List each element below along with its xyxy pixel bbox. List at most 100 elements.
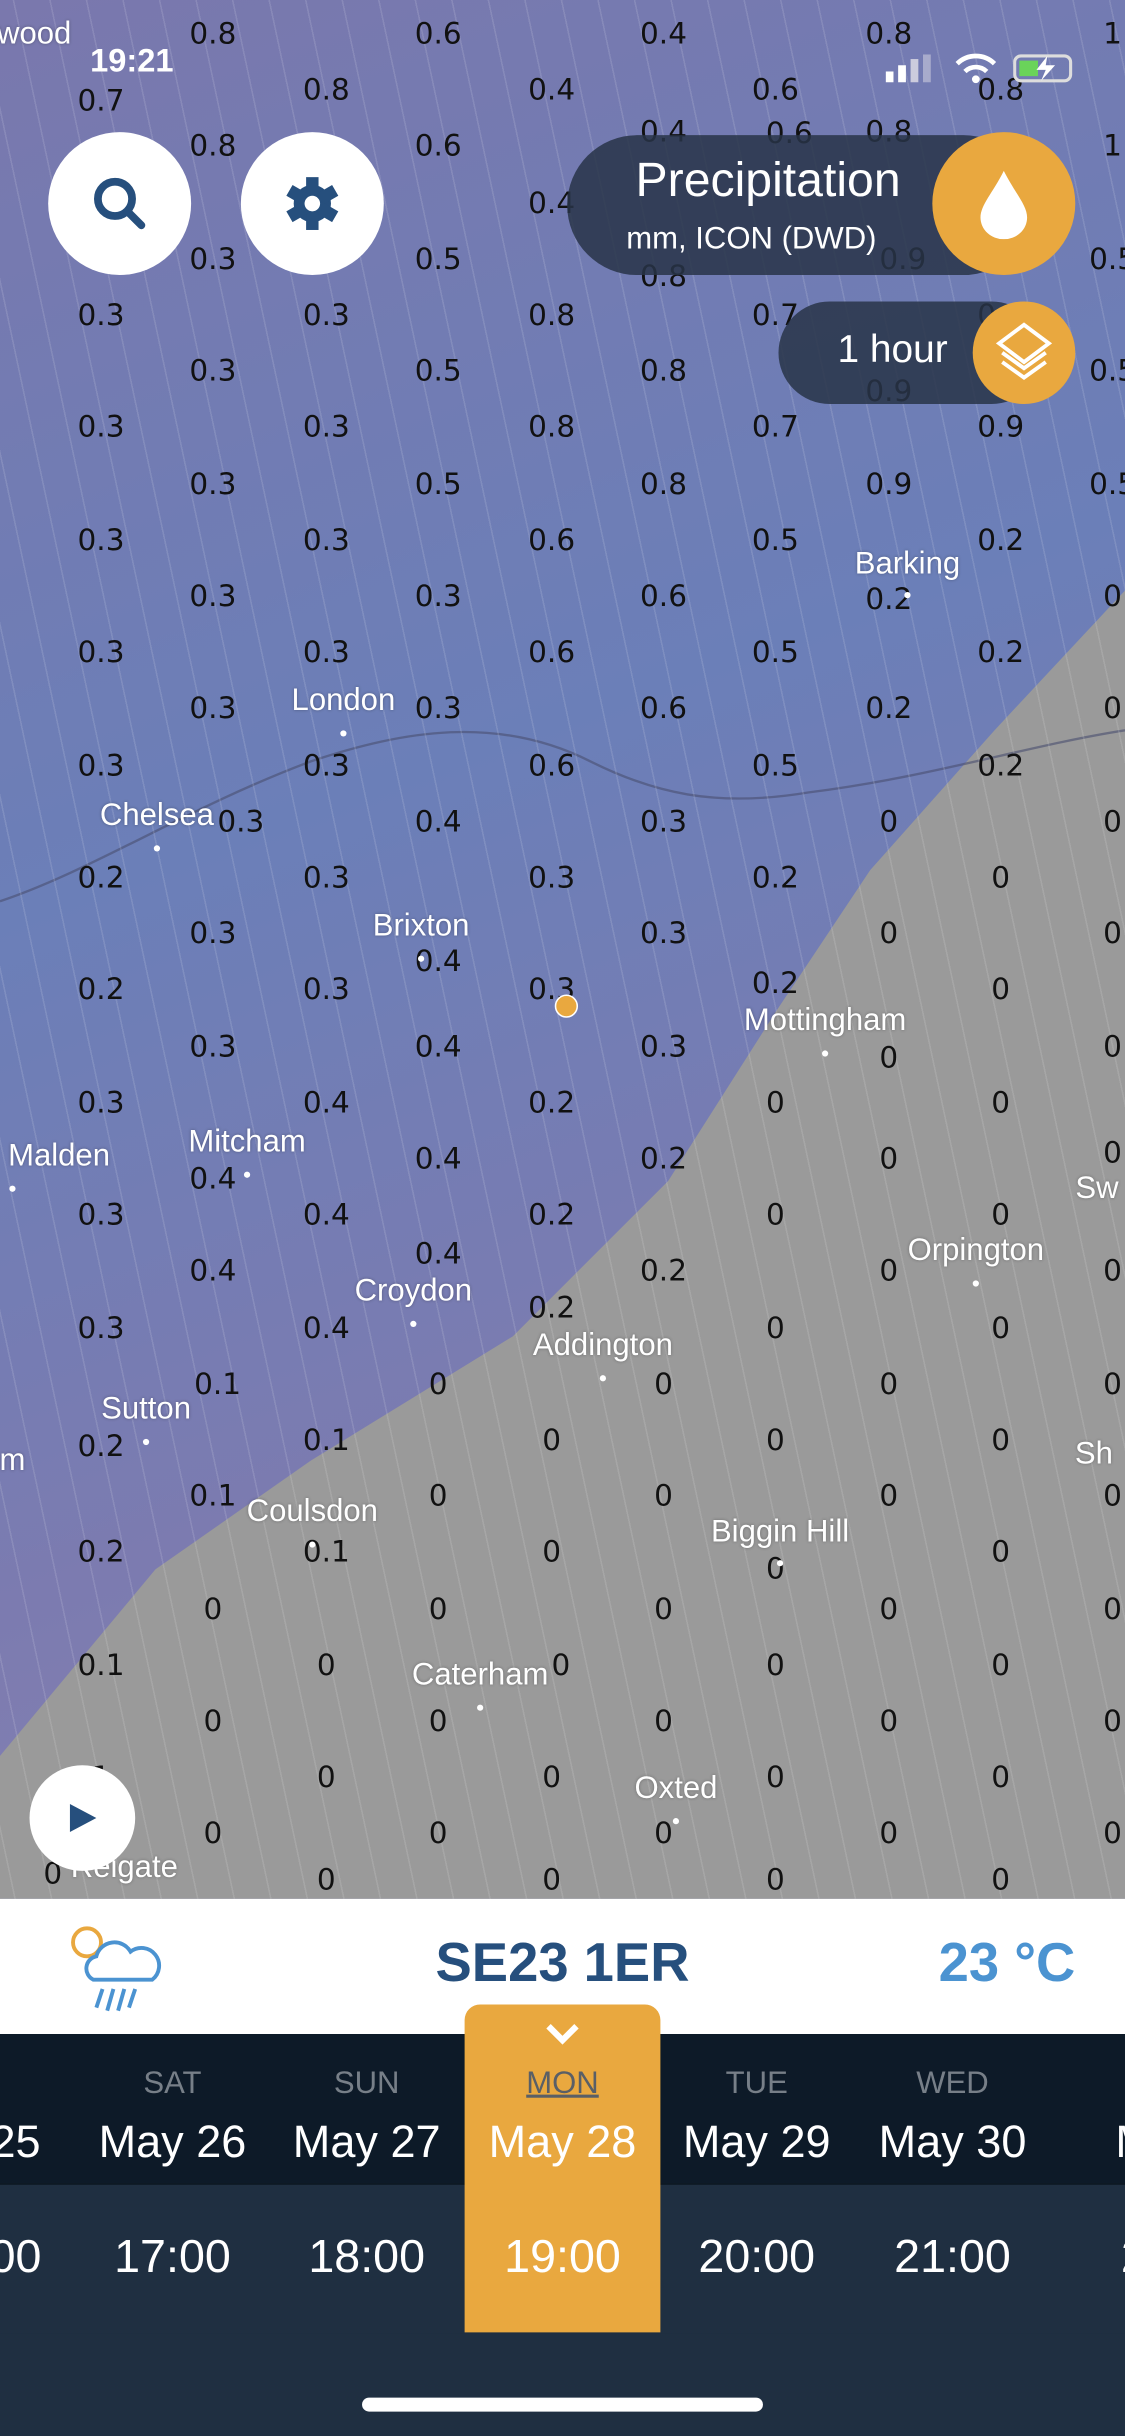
place-label: Caterham [411,1657,549,1693]
settings-button[interactable] [240,132,384,276]
dry-area [0,590,1125,1899]
gear-icon [286,177,339,230]
place-label: Barking [854,546,961,582]
precipitation-value: 0.3 [189,467,237,502]
time-option[interactable]: 21:00 [894,2231,1011,2283]
precipitation-value: 0.3 [640,1029,687,1064]
precipitation-value: 0.8 [302,73,350,108]
precipitation-value: 0 [654,1704,673,1739]
interval-button[interactable] [972,301,1076,405]
time-option[interactable]: 17:00 [114,2231,231,2283]
precipitation-value: 0.4 [414,1237,462,1272]
precipitation-value: 0.5 [414,242,462,277]
precipitation-value: 0 [879,1704,899,1739]
precipitation-value: 0 [991,1862,1011,1897]
precipitation-value: 0.8 [640,467,687,502]
precipitation-value: 0 [654,1367,673,1402]
precipitation-value: 0.3 [302,523,350,558]
precipitation-value: 0.9 [977,410,1025,446]
place-label: Croydon [354,1274,473,1309]
chevron-down-icon[interactable] [544,2020,581,2048]
precipitation-value: 0.1 [77,1648,125,1683]
layer-button[interactable] [932,132,1076,276]
precipitation-value: 0 [428,1367,448,1402]
precipitation-value: 0 [316,1648,336,1683]
precipitation-value: 0.3 [414,579,462,614]
wifi-icon [955,53,997,84]
precipitation-value: 0.6 [528,748,576,783]
precipitation-value: 0.2 [977,748,1025,783]
time-option[interactable]: 22 [1049,2231,1125,2284]
precipitation-value: 0.6 [640,579,687,614]
place-dot [410,1320,417,1328]
layer-subtitle: mm, ICON (DWD) [626,222,877,257]
place-label: Mottingham [743,1003,907,1038]
precipitation-value: 0.4 [189,1162,237,1197]
precipitation-value: 0.3 [77,1198,125,1233]
precipitation-value: 0.8 [189,17,237,52]
precipitation-value: 0.3 [189,692,237,727]
precipitation-value: 0 [203,1704,223,1739]
place-dot [972,1280,979,1287]
precipitation-value: 0.5 [751,635,799,671]
precipitation-value: 0.1 [194,1367,242,1402]
precipitation-value: 0.4 [414,804,462,839]
precipitation-value: 1 [1103,129,1122,164]
precipitation-value: 0.2 [77,1429,125,1464]
precipitation-value: 0 [551,1648,571,1683]
precipitation-value: 0.2 [751,860,799,896]
day-dow: TUE [725,2066,788,2101]
status-icons [885,53,1079,84]
day-dow: SAT [143,2066,202,2101]
precipitation-value: 0.2 [77,860,125,896]
precipitation-value: 0.5 [1089,242,1125,277]
play-button[interactable] [29,1765,136,1871]
precipitation-value: 0.3 [302,748,350,783]
precipitation-value: 0 [654,1817,673,1852]
precipitation-value: 0 [879,1479,899,1514]
precipitation-value: 0 [542,1760,562,1796]
precipitation-value: 0.3 [302,973,350,1008]
layer-title: Precipitation [635,152,901,207]
place-dot [776,1560,784,1567]
precipitation-value: 0 [1103,692,1122,727]
precipitation-value: 0.2 [977,635,1025,671]
precipitation-value: 0.3 [77,748,125,783]
time-option[interactable]: 00 [0,2231,42,2283]
precipitation-value: 0.4 [528,73,576,108]
precipitation-value: 0.3 [640,917,687,952]
search-button[interactable] [48,132,192,276]
precipitation-value: 0 [203,1592,223,1627]
precipitation-value: 0.4 [640,17,687,52]
place-label: Biggin Hill [710,1515,850,1550]
precipitation-value: 0 [879,917,899,952]
current-location-marker [554,994,579,1018]
precipitation-value: 0.4 [189,1254,237,1289]
precipitation-value: 0 [1103,1135,1122,1171]
precipitation-value: 0.2 [865,692,913,727]
place-label: London [291,683,396,718]
precipitation-value: 0 [765,1085,785,1121]
precipitation-value: 0.3 [77,635,125,671]
precipitation-value: 0 [316,1760,336,1796]
precipitation-value: 0 [879,1254,899,1289]
precipitation-value: 0.8 [528,410,576,446]
precipitation-value: 0.3 [414,692,462,727]
precipitation-value: 0.3 [302,298,350,333]
time-option[interactable]: 19:00 [504,2231,621,2283]
time-option[interactable]: 18:00 [308,2231,426,2283]
precipitation-value: 0 [765,1552,785,1588]
precipitation-value: 0 [991,1760,1011,1796]
status-time: 19:21 [90,43,174,80]
precipitation-value: 0 [1103,1479,1122,1514]
precipitation-value: 0 [765,1862,785,1897]
home-indicator[interactable] [362,2397,763,2412]
precipitation-value: 0.6 [414,17,462,52]
precipitation-map[interactable]: 0.8 0.6 0.4 0.8 1 0.7 0.8 0.4 0.6 0.8 0.8 0.6 0.4 0.8… [0,0,1125,1899]
place-dot [9,1185,16,1192]
precipitation-value: 0.2 [528,1085,576,1121]
precipitation-value: 0 [991,1648,1011,1683]
place-label: Coulsdon [246,1494,378,1530]
precipitation-value: 0 [1103,1254,1122,1289]
time-option[interactable]: 20:00 [698,2231,816,2283]
